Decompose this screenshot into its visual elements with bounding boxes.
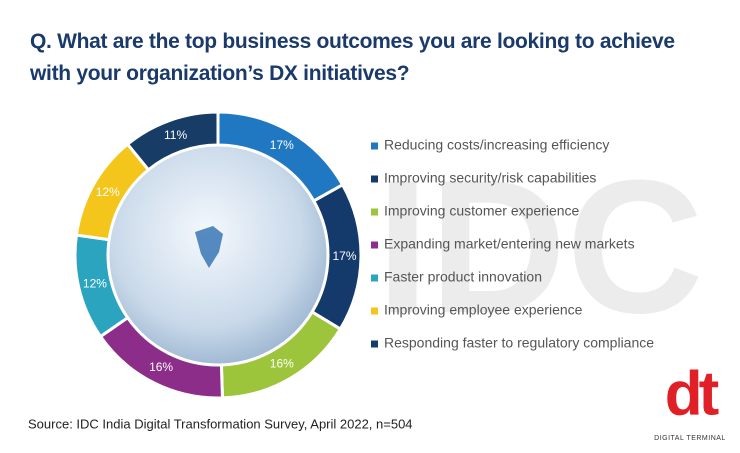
- donut-segment: [125, 110, 220, 172]
- data-label: 11%: [164, 128, 187, 142]
- legend-label: Improving employee experience: [384, 302, 583, 318]
- logo-mark: dt: [665, 359, 719, 428]
- legend-swatch: [371, 340, 378, 348]
- globe: [106, 143, 330, 367]
- legend-label: Improving security/risk capabilities: [384, 170, 596, 186]
- legend: Reducing costs/increasing efficiency Impr…: [371, 137, 654, 351]
- legend-label: Expanding market/entering new markets: [384, 236, 635, 252]
- legend-swatch: [371, 175, 378, 183]
- chart-title: Q. What are the top business outcomes yo…: [30, 30, 675, 85]
- legend-label: Faster product innovation: [384, 269, 542, 285]
- legend-label: Responding faster to regulatory complian…: [384, 335, 654, 351]
- data-label: 12%: [83, 276, 107, 290]
- source: Source: IDC India Digital Transformation…: [28, 416, 413, 431]
- data-label: 16%: [270, 356, 294, 370]
- data-label: 17%: [332, 249, 356, 263]
- watermark: IDC: [376, 141, 703, 353]
- legend-swatch: [371, 241, 378, 249]
- donut: 17% 17% 16% 16% 12% 12% 11%: [73, 110, 363, 400]
- logo-name: DIGITAL TERMINAL: [654, 435, 726, 442]
- data-label: 16%: [149, 360, 173, 374]
- legend-swatch: [371, 208, 378, 216]
- india-map: [195, 226, 223, 268]
- legend-label: Improving customer experience: [384, 203, 580, 219]
- data-label: 17%: [270, 138, 294, 152]
- legend-swatch: [371, 307, 378, 315]
- legend-label: Reducing costs/increasing efficiency: [384, 137, 609, 153]
- legend-swatch: [371, 274, 378, 282]
- legend-swatch: [371, 142, 378, 150]
- data-label: 12%: [96, 185, 120, 199]
